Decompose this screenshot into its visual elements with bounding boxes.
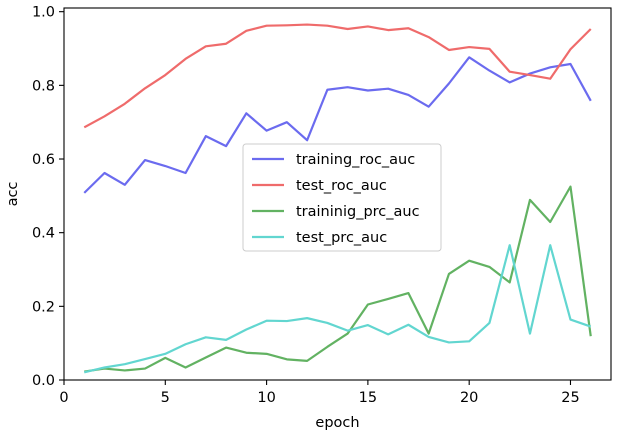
x-axis-label: epoch <box>315 415 359 431</box>
y-axis-label: acc <box>5 182 21 207</box>
x-tick-label: 15 <box>359 390 377 406</box>
x-tick-label: 10 <box>257 390 275 406</box>
legend-entry: test_roc_auc <box>296 178 387 194</box>
legend-entry: traininig_prc_auc <box>296 204 420 220</box>
y-tick-label: 0.0 <box>32 373 55 389</box>
y-tick-label: 1.0 <box>32 5 55 21</box>
series-line-traininig-prc-auc <box>84 185 592 373</box>
legend-entry: training_roc_auc <box>296 152 415 168</box>
axes-frame <box>63 7 612 381</box>
series-line-test-prc-auc <box>84 244 592 374</box>
x-tick-label: 20 <box>460 390 478 406</box>
axes-layer: 0 5 10 15 20 25 0.0 0.2 0.4 0.6 0.8 1.0 epoch acc <box>5 5 612 431</box>
legend-entry: test_prc_auc <box>296 230 387 246</box>
x-tick-label: 25 <box>561 390 579 406</box>
x-tick-label: 5 <box>161 390 170 406</box>
series-layer <box>83 23 592 374</box>
y-tick-label: 0.6 <box>32 152 55 168</box>
x-axis-ticks: 0 5 10 15 20 25 <box>59 380 580 406</box>
legend-box <box>242 143 442 252</box>
y-axis-ticks: 0.0 0.2 0.4 0.6 0.8 1.0 <box>32 5 64 389</box>
legend: training_roc_auc test_roc_auc traininig_pr… <box>242 143 442 252</box>
y-tick-label: 0.8 <box>32 78 55 94</box>
y-tick-label: 0.2 <box>32 299 55 315</box>
y-tick-label: 0.4 <box>32 226 55 242</box>
series-line-training-roc-auc <box>83 56 592 194</box>
x-tick-label: 0 <box>59 390 68 406</box>
series-line-test-roc-auc <box>83 23 592 129</box>
